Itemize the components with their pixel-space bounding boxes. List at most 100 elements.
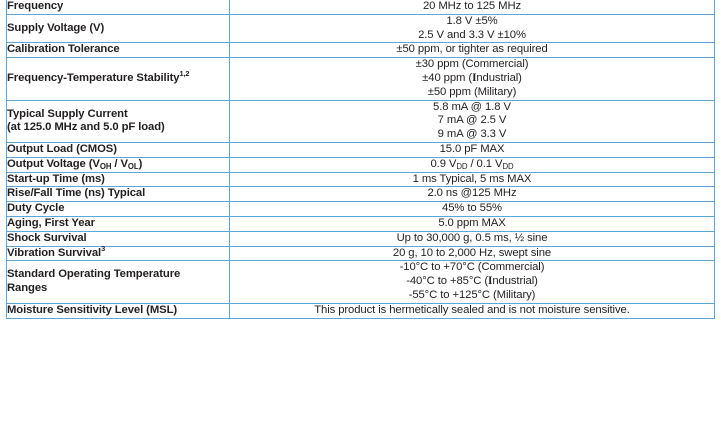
value-line: This product is hermetically sealed and … [314,303,630,316]
row-label-moisture-sensitivity-level: Moisture Sensitivity Level (MSL) [6,302,230,319]
row-label-frequency: Frequency [6,0,230,15]
label-text: Standard Operating Temperature [7,268,181,281]
row-label-supply-voltage: Supply Voltage (V) [6,13,230,44]
value-line: ±50 ppm (Military) [427,85,517,98]
table-row: Frequency 20 MHz to 125 MHz [6,0,715,15]
label-text: Calibration Tolerance [7,43,120,56]
row-value-frequency-temperature-stability: ±30 ppm (Commercial) ±40 ppm (Industrial… [229,57,715,101]
footnote-marker: 1,2 [179,69,190,79]
label-part: / V [111,157,128,170]
label-text: Duty Cycle [7,202,65,215]
label-text: Frequency [7,0,64,13]
label-part: Output Voltage (V [7,157,100,170]
value-part: -40°C to +85°C ( [406,275,489,288]
value-line: 1.8 V ±5% [446,14,498,27]
row-value-moisture-sensitivity-level: This product is hermetically sealed and … [229,302,715,319]
label-text: Start-up Time (ms) [7,172,105,185]
label-base: Frequency-Temperature Stability [7,72,180,85]
table-row: Output Voltage (VOH / VOL) 0.9 VDD / 0.1… [6,156,715,173]
row-label-output-load: Output Load (CMOS) [6,141,230,158]
row-label-vibration-survival: Vibration Survival3 [6,243,230,262]
value-line: ±40 ppm (Industrial) [230,72,714,86]
value-line: 0.9 VDD / 0.1 VDD [230,158,714,172]
value-line: 15.0 pF MAX [439,142,505,155]
label-text: Aging, First Year [7,217,95,230]
label-text: Rise/Fall Time (ns) Typical [7,187,146,200]
value-line: -10°C to +70°C (Commercial) [399,261,545,274]
row-value-output-load: 15.0 pF MAX [229,141,715,158]
label-text: Supply Voltage (V) [7,21,105,34]
specifications-table: Frequency 20 MHz to 125 MHz Supply Volta… [6,0,715,319]
value-line: 7 mA @ 2.5 V [437,114,507,127]
row-value-aging-first-year: 5.0 ppm MAX [229,215,715,232]
label-text: Output Voltage (VOH / VOL) [7,158,229,172]
row-value-rise-fall-time: 2.0 ns @125 MHz [229,186,715,203]
value-part: 0.9 V [430,157,457,170]
row-label-duty-cycle: Duty Cycle [6,201,230,217]
row-label-shock-survival: Shock Survival [6,230,230,247]
row-label-calibration-tolerance: Calibration Tolerance [6,42,230,59]
value-line: -40°C to +85°C (Industrial) [230,275,714,289]
value-part: ndustrial) [492,275,538,288]
label-base: Vibration Survival [7,246,102,259]
subscript-dd: DD [456,162,468,172]
table-row: Shock Survival Up to 30,000 g, 0.5 ms, ½… [6,230,715,247]
row-value-supply-voltage: 1.8 V ±5% 2.5 V and 3.3 V ±10% [229,13,715,44]
row-value-standard-operating-temperature-ranges: -10°C to +70°C (Commercial) -40°C to +85… [229,260,715,304]
row-value-shock-survival: Up to 30,000 g, 0.5 ms, ½ sine [229,230,715,247]
table-row: Typical Supply Current (at 125.0 MHz and… [6,99,715,143]
subscript-dd: DD [502,162,514,172]
label-text: Typical Supply Current [7,107,128,120]
value-part: I [472,71,477,84]
label-text: Output Load (CMOS) [7,143,117,156]
label-text: Shock Survival [7,231,87,244]
value-line: ±50 ppm, or tighter as required [396,43,548,56]
value-part: I [488,275,493,288]
label-text: (at 125.0 MHz and 5.0 pF load) [7,121,165,134]
label-text: Moisture Sensitivity Level (MSL) [7,303,178,316]
label-part: ) [138,157,143,170]
label-text: Ranges [7,282,48,295]
table-row: Aging, First Year 5.0 ppm MAX [6,215,715,232]
value-line: ±30 ppm (Commercial) [415,58,529,71]
value-line: 9 mA @ 3.3 V [437,128,507,141]
row-label-standard-operating-temperature-ranges: Standard Operating Temperature Ranges [6,260,230,304]
value-line: -55°C to +125°C (Military) [408,288,536,301]
footnote-marker: 3 [101,243,106,253]
value-line: 20 MHz to 125 MHz [422,0,522,12]
label-text: Vibration Survival3 [7,243,229,261]
row-label-frequency-temperature-stability: Frequency-Temperature Stability1,2 [6,57,230,101]
value-line: Up to 30,000 g, 0.5 ms, ½ sine [396,231,548,244]
label-text: Frequency-Temperature Stability1,2 [7,69,229,86]
value-line: 2.0 ns @125 MHz [427,187,517,200]
table-row: Supply Voltage (V) 1.8 V ±5% 2.5 V and 3… [6,13,715,44]
row-value-vibration-survival: 20 g, 10 to 2,000 Hz, swept sine [229,245,715,262]
table-row: Frequency-Temperature Stability1,2 ±30 p… [6,57,715,101]
value-line: 2.5 V and 3.3 V ±10% [418,28,526,41]
subscript-ol: OL [127,162,139,172]
table-row: Start-up Time (ms) 1 ms Typical, 5 ms MA… [6,171,715,188]
row-value-frequency: 20 MHz to 125 MHz [229,0,715,15]
value-line: 5.0 ppm MAX [438,216,506,229]
table-row: Standard Operating Temperature Ranges -1… [6,260,715,304]
row-label-output-voltage: Output Voltage (VOH / VOL) [6,156,230,173]
value-part: / 0.1 V [467,157,503,170]
table-row: Moisture Sensitivity Level (MSL) This pr… [6,302,715,319]
value-part: ±40 ppm ( [422,71,473,84]
row-label-typical-supply-current: Typical Supply Current (at 125.0 MHz and… [6,99,230,143]
table-row: Vibration Survival3 20 g, 10 to 2,000 Hz… [6,243,715,262]
row-label-aging-first-year: Aging, First Year [6,215,230,232]
value-line: 1 ms Typical, 5 ms MAX [412,172,532,185]
table-row: Rise/Fall Time (ns) Typical 2.0 ns @125 … [6,186,715,203]
value-part: ndustrial) [476,71,522,84]
row-value-calibration-tolerance: ±50 ppm, or tighter as required [229,42,715,59]
row-value-duty-cycle: 45% to 55% [229,201,715,217]
value-line: 5.8 mA @ 1.8 V [433,100,511,113]
row-label-rise-fall-time: Rise/Fall Time (ns) Typical [6,186,230,203]
value-line: 20 g, 10 to 2,000 Hz, swept sine [392,246,552,259]
table-row: Output Load (CMOS) 15.0 pF MAX [6,141,715,158]
row-label-start-up-time: Start-up Time (ms) [6,171,230,188]
subscript-oh: OH [99,162,112,172]
table-row: Duty Cycle 45% to 55% [6,201,715,217]
value-line: 45% to 55% [442,202,502,215]
